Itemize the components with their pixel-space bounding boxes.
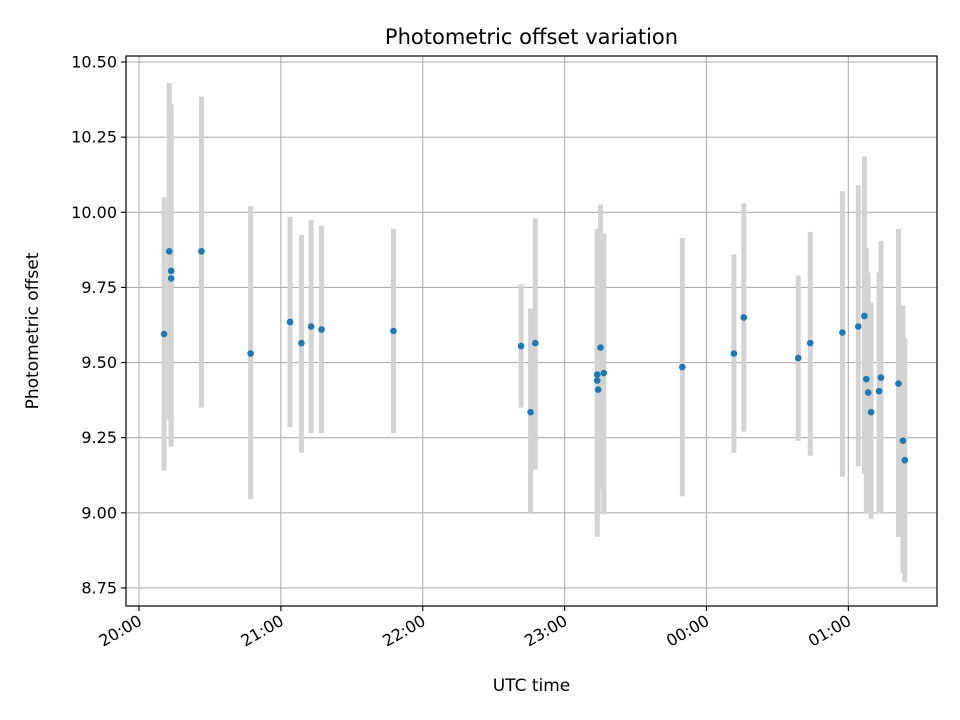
y-axis-ticks: 8.75 9.00 9.25 9.50 9.75 10.00 10.25 10.50 <box>71 53 126 597</box>
data-point <box>247 350 254 357</box>
data-point <box>899 437 907 444</box>
data-point <box>390 327 397 335</box>
data-point <box>867 408 875 416</box>
y-tick-label: 9.50 <box>81 353 117 372</box>
data-point <box>600 369 608 377</box>
y-tick-label: 8.75 <box>81 578 117 597</box>
data-point <box>527 408 534 416</box>
y-tick-label: 10.25 <box>71 128 117 147</box>
data-point <box>901 456 909 464</box>
data-point <box>679 363 686 371</box>
data-point <box>895 380 902 387</box>
data-point <box>861 312 868 320</box>
data-point <box>307 323 315 330</box>
data-point <box>839 329 846 336</box>
data-point <box>165 248 173 255</box>
y-tick-label: 9.75 <box>81 278 117 297</box>
data-point <box>531 339 539 347</box>
y-axis-label: Photometric offset <box>23 252 43 409</box>
x-axis-label: UTC time <box>493 676 571 696</box>
data-point <box>593 377 601 384</box>
data-point <box>740 314 748 321</box>
data-point <box>594 386 602 393</box>
y-tick-label: 9.25 <box>81 428 117 447</box>
data-point <box>877 374 885 381</box>
chart-title: Photometric offset variation <box>385 25 678 49</box>
data-point <box>318 326 325 333</box>
data-point <box>593 371 601 378</box>
data-point <box>864 389 872 396</box>
data-point <box>875 387 883 395</box>
data-point <box>854 323 862 330</box>
data-point <box>167 275 175 282</box>
y-tick-label: 9.00 <box>81 503 117 522</box>
data-point <box>286 318 294 326</box>
data-point <box>298 339 305 347</box>
y-tick-label: 10.00 <box>71 203 117 222</box>
y-tick-label: 10.50 <box>71 53 117 72</box>
data-point <box>806 339 814 347</box>
data-points <box>160 248 909 464</box>
data-point <box>167 267 175 275</box>
data-point <box>597 344 604 351</box>
data-point <box>160 330 168 338</box>
plot-frame <box>125 55 938 607</box>
data-point <box>198 248 205 255</box>
data-point <box>730 350 738 357</box>
data-point <box>863 375 870 383</box>
data-point <box>794 354 802 362</box>
data-point <box>517 342 525 350</box>
